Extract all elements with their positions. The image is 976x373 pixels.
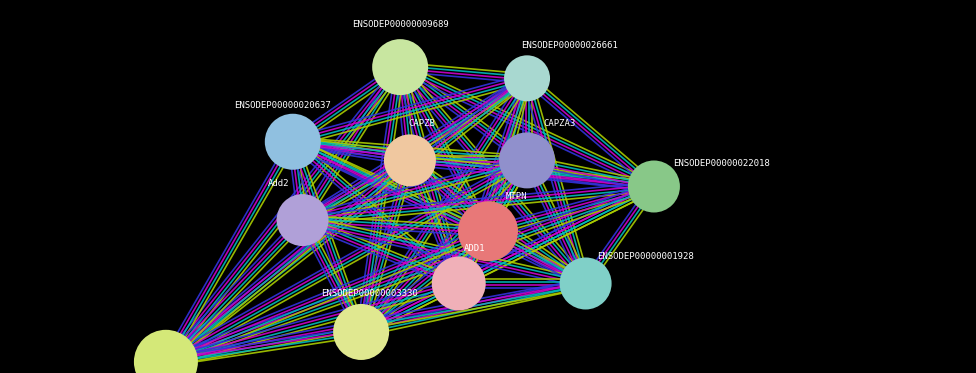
Circle shape bbox=[276, 194, 329, 246]
Circle shape bbox=[458, 201, 518, 261]
Text: MTPN: MTPN bbox=[506, 192, 527, 201]
Text: ENSODEP00000022018: ENSODEP00000022018 bbox=[673, 160, 770, 169]
Circle shape bbox=[264, 114, 321, 170]
Circle shape bbox=[134, 330, 198, 373]
Text: ENSODEP00000020637: ENSODEP00000020637 bbox=[234, 101, 331, 110]
Circle shape bbox=[333, 304, 389, 360]
Circle shape bbox=[504, 55, 550, 101]
Text: ADD1: ADD1 bbox=[464, 244, 485, 254]
Circle shape bbox=[372, 39, 428, 95]
Text: ENSODEP00000026661: ENSODEP00000026661 bbox=[520, 41, 618, 50]
Circle shape bbox=[384, 134, 436, 186]
Text: ENSODEP00000003330: ENSODEP00000003330 bbox=[321, 289, 418, 298]
Circle shape bbox=[431, 257, 486, 310]
Circle shape bbox=[499, 132, 555, 188]
Circle shape bbox=[628, 160, 680, 213]
Text: Add2: Add2 bbox=[267, 179, 289, 188]
Circle shape bbox=[559, 257, 612, 310]
Text: CAPZB: CAPZB bbox=[409, 119, 435, 128]
Text: ENSODEP00000009689: ENSODEP00000009689 bbox=[351, 20, 449, 29]
Text: ENSODEP00000001928: ENSODEP00000001928 bbox=[597, 253, 694, 261]
Text: CAPZA3: CAPZA3 bbox=[543, 119, 575, 128]
